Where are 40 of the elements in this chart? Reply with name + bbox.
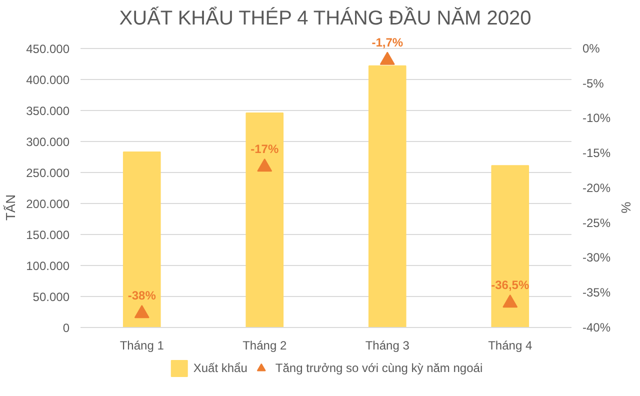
chart-title: XUẤT KHẨU THÉP 4 THÁNG ĐẦU NĂM 2020 bbox=[119, 6, 532, 30]
legend-label: Tăng trưởng so với cùng kỳ năm ngoái bbox=[275, 361, 483, 375]
y2-tick-label: -10% bbox=[582, 111, 611, 126]
bar bbox=[122, 152, 161, 328]
y2-tick-label: -25% bbox=[582, 216, 611, 230]
point bbox=[502, 294, 518, 308]
data-label: -38% bbox=[128, 288, 156, 303]
x-tick-label: Tháng 1 bbox=[120, 338, 164, 352]
x-tick-label: Tháng 3 bbox=[365, 338, 410, 352]
y-tick-label: 150.000 bbox=[26, 228, 70, 242]
y-tick-label: 400.000 bbox=[26, 72, 70, 87]
bar bbox=[246, 112, 284, 328]
y2-tick-label: 0% bbox=[582, 41, 600, 56]
point bbox=[134, 304, 150, 318]
y-tick-label: 450.000 bbox=[26, 42, 70, 56]
y-tick-label: 250.000 bbox=[26, 166, 70, 180]
legend-label: Xuất khẩu bbox=[193, 361, 248, 375]
y2-tick-label: -20% bbox=[582, 180, 611, 195]
data-label: -36,5% bbox=[491, 278, 530, 292]
y-tick-label: 100.000 bbox=[26, 258, 70, 273]
y-tick-label: 200.000 bbox=[26, 196, 70, 211]
y-tick-label: 0 bbox=[62, 320, 70, 335]
y-axis-title: TẤN bbox=[3, 194, 18, 220]
bar bbox=[491, 165, 530, 328]
y2-tick-label: -15% bbox=[582, 146, 611, 160]
data-label: -1,7% bbox=[372, 35, 404, 50]
y-tick-label: 50.000 bbox=[32, 290, 70, 304]
data-label: -17% bbox=[250, 142, 279, 156]
x-tick-label: Tháng 4 bbox=[488, 338, 532, 352]
point bbox=[380, 52, 395, 65]
y2-tick-label: -35% bbox=[582, 286, 611, 300]
y2-tick-label: -30% bbox=[582, 250, 611, 265]
point bbox=[257, 158, 272, 172]
y-tick-label: 300.000 bbox=[26, 134, 70, 149]
y2-tick-label: -5% bbox=[582, 76, 604, 90]
bar bbox=[368, 65, 406, 328]
x-tick-label: Tháng 2 bbox=[242, 338, 287, 352]
y-tick-label: 350.000 bbox=[26, 104, 70, 118]
y2-tick-label: -40% bbox=[582, 320, 611, 334]
y2-axis-title: % bbox=[618, 202, 634, 214]
